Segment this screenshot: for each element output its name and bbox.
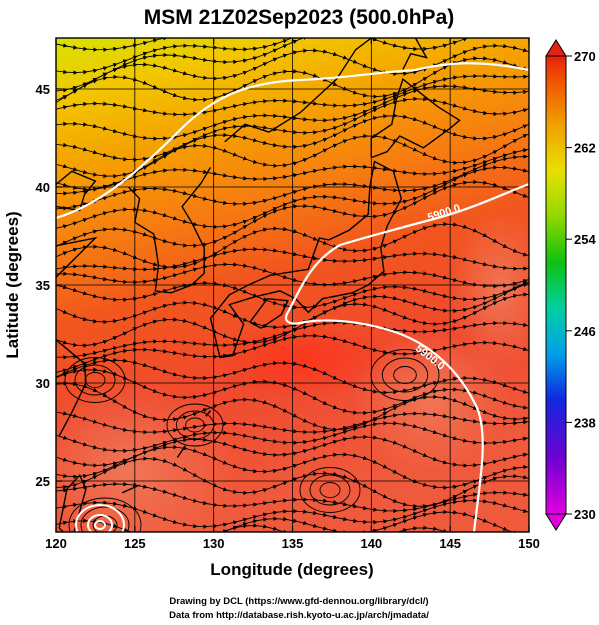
coastline xyxy=(121,484,140,494)
streamline-swirl xyxy=(84,372,106,388)
coastline xyxy=(127,167,212,294)
lon-tick-label: 125 xyxy=(124,536,146,551)
coastline xyxy=(224,38,372,143)
cyclone-ring xyxy=(75,504,125,532)
chart-title: MSM 21Z02Sep2023 (500.0hPa) xyxy=(144,6,455,29)
colorbar-tick-label: 246 xyxy=(574,324,596,339)
colorbar-bottom-triangle xyxy=(545,513,567,531)
coastline xyxy=(249,297,289,329)
coastline xyxy=(58,473,87,532)
lat-tick-label: 40 xyxy=(36,180,50,195)
streamline-swirl xyxy=(166,403,224,447)
warm-patch-center xyxy=(210,320,390,400)
coastline xyxy=(205,410,212,417)
lon-tick-label: 135 xyxy=(282,536,304,551)
streamline xyxy=(56,333,529,373)
streamline-swirl xyxy=(393,366,417,384)
streamline-swirl xyxy=(80,506,130,532)
warm-patch-southeast xyxy=(450,210,529,370)
colorbar-tick-label: 254 xyxy=(574,232,596,247)
lon-tick-label: 130 xyxy=(203,536,225,551)
streamline-swirl xyxy=(64,357,126,403)
coastline xyxy=(209,160,403,359)
streamline-swirl xyxy=(299,467,361,513)
contour-5900-main xyxy=(284,182,529,532)
map-gridlines xyxy=(56,38,529,532)
streamline xyxy=(56,509,528,532)
y-axis-label: Latitude (degrees) xyxy=(3,211,22,358)
wind-streamlines xyxy=(56,38,529,532)
colorbar-top-triangle xyxy=(545,39,567,57)
coastline xyxy=(176,445,186,458)
lat-tick-label: 35 xyxy=(36,278,50,293)
longitude-axis: 120 125 130 135 140 145 150 xyxy=(45,38,540,551)
colorbar-tick-label: 262 xyxy=(574,141,596,156)
coastline xyxy=(402,38,428,70)
colorbar-body xyxy=(545,55,567,515)
colorbar-tick-label: 230 xyxy=(574,507,596,522)
streamline-swirl xyxy=(319,482,341,498)
streamline-swirl xyxy=(381,357,429,393)
contour-5900-north xyxy=(56,62,529,220)
lon-tick-label: 150 xyxy=(518,536,540,551)
latitude-axis: 25 30 35 40 45 xyxy=(36,82,62,489)
credit-drawing: Drawing by DCL (https://www.gfd-dennou.o… xyxy=(169,596,428,607)
colorbar: 230 238 246 254 262 270 xyxy=(545,39,596,531)
lat-tick-label: 45 xyxy=(36,82,50,97)
credit-data: Data from http://database.rish.kyoto-u.a… xyxy=(169,610,429,621)
lat-tick-label: 25 xyxy=(36,474,50,489)
streamline-swirl xyxy=(74,364,116,396)
lon-tick-label: 145 xyxy=(439,536,461,551)
x-axis-label: Longitude (degrees) xyxy=(210,560,373,579)
coastline xyxy=(370,78,461,159)
streamline-swirl xyxy=(185,417,205,433)
coastline xyxy=(56,236,98,278)
colorbar-ticks: 230 238 246 254 262 270 xyxy=(566,49,596,522)
map-plot-area: 5900.0 5900.0 xyxy=(56,38,529,532)
warm-patch-southwest xyxy=(56,380,240,532)
colorbar-tick-label: 238 xyxy=(574,415,596,430)
lat-tick-label: 30 xyxy=(36,376,50,391)
streamline-swirl xyxy=(68,497,142,532)
lon-tick-label: 120 xyxy=(45,536,67,551)
colorbar-tick-label: 270 xyxy=(574,49,596,64)
streamline-swirl xyxy=(309,474,351,506)
lon-tick-label: 140 xyxy=(360,536,382,551)
